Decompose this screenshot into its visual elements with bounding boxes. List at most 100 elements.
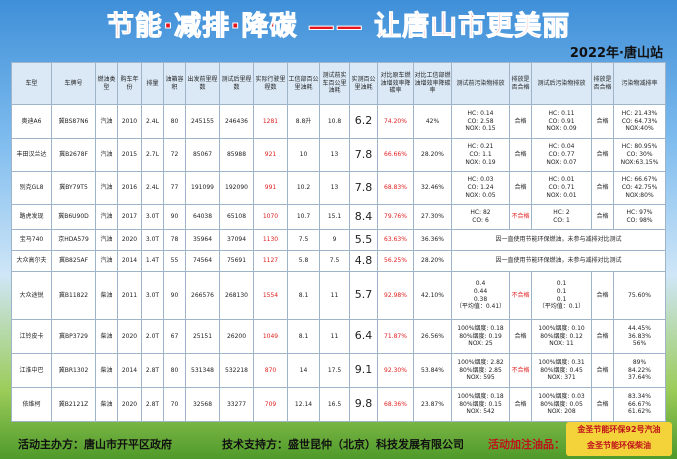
cell-line: NOX: 0.19 [465,158,496,166]
cell: 冀BR1302 [51,353,96,388]
cell: 870 [253,353,288,388]
cell-line: （平均值：0.41） [455,303,506,311]
table-row: 别克GL8 冀BY79T5 汽油 2016 2.4L 77 191099 192090 991 1… [11,171,666,205]
organizer: 活动主办方：唐山市开平区政府 [18,438,172,451]
cell: 5.8 [287,250,320,272]
cell-line: NOX:80% [625,191,654,199]
cell: 92.30% [377,353,414,388]
cell: 2010 [117,104,142,139]
cell: 2016 [117,171,142,205]
cell-line: 0.1 [556,279,567,287]
cell: 合格 [591,204,614,230]
cell-line: CO: 1 [553,217,570,224]
cell: 90 [163,204,186,230]
cell: 2014 [117,353,142,388]
cell: 冀B825AF [51,250,96,272]
column-header: 实测百公里油耗 [349,62,378,105]
cell: 合格 [591,319,614,354]
column-header: 对比工信部燃油增效率降碳率 [413,62,452,105]
cell: 65108 [219,204,254,230]
column-header: 油箱容积 [163,62,186,105]
cell: 汽油 [95,171,118,205]
cell: 44.45% 36.83% 56% [613,319,666,354]
cell: 100%烟度: 0.03 80%烟度: 0.05 NOX: 208 [531,387,592,422]
cell: 汽油 [95,204,118,230]
cell: 66.66% [377,138,414,172]
cell: 奥迪A6 [11,104,52,139]
cell: 汽油 [95,138,118,172]
cell: 2020 [117,319,142,354]
cell-line: NOX: 11 [549,340,574,348]
cell-line: NOX:63.15% [620,158,659,166]
table-row: 丰田汉兰达 冀B2678F 汽油 2015 2.7L 72 85067 85988 921 10 1… [11,138,666,172]
cell-line: NOX: 371 [547,374,576,382]
cell-line: HC: 0.11 [548,109,575,117]
cell: 78 [163,229,186,251]
column-header: 购车年份 [117,62,142,105]
cell: 33277 [219,387,254,422]
cell: 32.46% [413,171,452,205]
cell: 别克GL8 [11,171,52,205]
cell: 53.84% [413,353,452,388]
cell-line: CO: 42.75% [621,184,658,192]
cell: 0.1 0.1 0.1 （平均值：0.1） [531,271,592,320]
cell-line: CO: 6 [472,217,489,224]
cell: 1070 [253,204,288,230]
cell: 245155 [185,104,220,139]
cell: 79.76% [377,204,414,230]
cell: 大众途锐 [11,271,52,320]
cell: 709 [253,387,288,422]
cell: 68.83% [377,171,414,205]
cell: 因一直使用节能环保燃油，未参与减排对比测试 [451,229,666,251]
cell: 汽油 [95,104,118,139]
cell: 1127 [253,250,288,272]
column-header: 出发前里程数 [185,62,220,105]
cell: 7.5 [287,229,320,251]
cell: 2.8T [141,387,164,422]
cell: 89% 84.22% 37.64% [613,353,666,388]
cell: 1554 [253,271,288,320]
cell-line: CO: 0.77 [548,151,575,159]
cell: 2.7L [141,138,164,172]
cell-line: HC: 2 [553,209,570,217]
cell-line: HC: 0.21 [467,143,494,151]
cell: 100%烟度: 0.10 80%烟度: 0.12 NOX: 11 [531,319,592,354]
cell: 268130 [219,271,254,320]
cell-line: CO: 64.73% [621,117,658,125]
fuel: 金圣节能环保92号汽油 [577,425,661,434]
cell: 路虎发现 [11,204,52,230]
support: 技术支持方：盛世昆仲（北京）科技发展有限公司 [222,438,464,451]
cell: 1049 [253,319,288,354]
cell: 柴油 [95,387,118,422]
cell-line: （平均值：0.1） [538,303,585,311]
cell: HC: 66.67% CO: 42.75% NOX:80% [613,171,666,205]
cell-line: NOX: 542 [466,408,495,416]
cell: 72 [163,138,186,172]
cell: 10.2 [287,171,320,205]
table-row: 宝马740 京HDA579 汽油 2020 3.0T 78 35964 37094 1130 7.… [11,229,666,251]
cell-line: HC: 0.03 [467,176,494,184]
table-row: 路虎发现 冀B6U90D 汽油 2017 3.0T 90 64038 65108 1070 10.… [11,204,666,230]
cell-line: 100%烟度: 2.82 [457,358,504,366]
cell: 75691 [219,250,254,272]
cell: 64038 [185,204,220,230]
cell: 7.5 [319,250,350,272]
cell: 不合格 [509,204,532,230]
cell: 6.2 [349,104,378,139]
cell: 100%烟度: 2.82 80%烟度: 2.85 NOX: 595 [451,353,510,388]
cell: 100%烟度: 0.18 80%烟度: 0.19 NOX: 25 [451,319,510,354]
cell: 冀BY79T5 [51,171,96,205]
cell-line: 0.38 [473,295,488,303]
cell: 35964 [185,229,220,251]
cell: 因一直使用节能环保燃油，未参与减排对比测试 [451,250,666,272]
cell-line: 44.45% [628,324,651,332]
cell: 11 [319,319,350,354]
cell: 丰田汉兰达 [11,138,52,172]
cell: 2.4L [141,171,164,205]
cell: HC: 0.11 CO: 0.91 NOX: 0.09 [531,104,592,139]
cell: 28.20% [413,250,452,272]
cell: 74.20% [377,104,414,139]
header-row: 车型 车牌号 燃油类型 购车年份 排量 油箱容积 出发前里程数 测试后里程数 实际行驶里程数 工信… [11,62,666,105]
cell: 柴油 [95,353,118,388]
cell: 冀BP3729 [51,319,96,354]
